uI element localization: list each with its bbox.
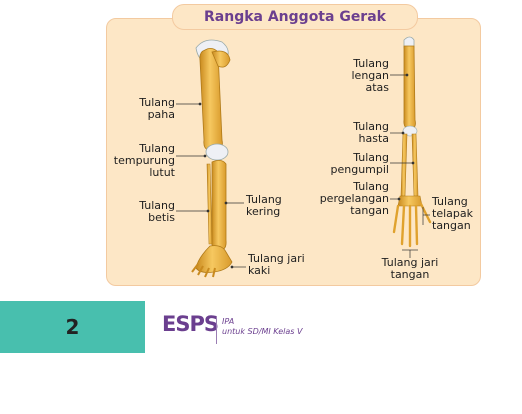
fibula-bone — [206, 163, 213, 245]
logo-divider — [216, 316, 217, 344]
label-tulang-betis: Tulang betis — [139, 199, 175, 224]
label-tulang-lengan-atas: Tulang lengan atas — [351, 57, 390, 94]
hand-bones — [392, 202, 432, 248]
label-tulang-hasta: Tulang hasta — [353, 120, 389, 145]
greater-trochanter — [211, 50, 231, 68]
book-subject: IPA untuk SD/MI Kelas V — [222, 317, 302, 337]
footer-band — [0, 301, 145, 353]
diagram-panel — [106, 18, 481, 286]
subject-subtitle: untuk SD/MI Kelas V — [222, 327, 303, 336]
page-number: 2 — [65, 315, 80, 339]
label-tulang-telapak-tangan: Tulang telapak tangan — [432, 195, 473, 232]
esps-logo: ESPS — [162, 312, 219, 336]
humerus-bone — [403, 45, 416, 131]
label-tulang-pergelangan-tangan: Tulang pergelangan tangan — [319, 180, 389, 217]
label-tulang-jari-kaki: Tulang jari kaki — [248, 252, 305, 277]
leg-skeleton — [191, 39, 233, 278]
diagram-title: Rangka Anggota Gerak — [204, 9, 386, 25]
kneecap-bone — [205, 143, 229, 161]
elbow-joint — [402, 125, 418, 137]
label-tulang-tempurung-lutut: Tulang tempurung lutut — [113, 142, 175, 179]
label-tulang-jari-tangan: Tulang jari tangan — [381, 256, 439, 281]
title-banner: Rangka Anggota Gerak — [172, 4, 418, 30]
ulna-bone — [400, 133, 408, 197]
leader-lines — [176, 73, 430, 269]
tibia-bone — [211, 160, 227, 251]
arm-skeleton — [392, 36, 432, 248]
wrist-bones — [397, 195, 423, 207]
label-tulang-pengumpil: Tulang pengumpil — [330, 151, 390, 176]
subject-name: IPA — [222, 317, 235, 326]
radius-bone — [411, 133, 419, 197]
label-tulang-paha: Tulang paha — [139, 96, 175, 121]
toe-bones — [191, 263, 216, 278]
label-tulang-kering: Tulang kering — [246, 193, 282, 218]
